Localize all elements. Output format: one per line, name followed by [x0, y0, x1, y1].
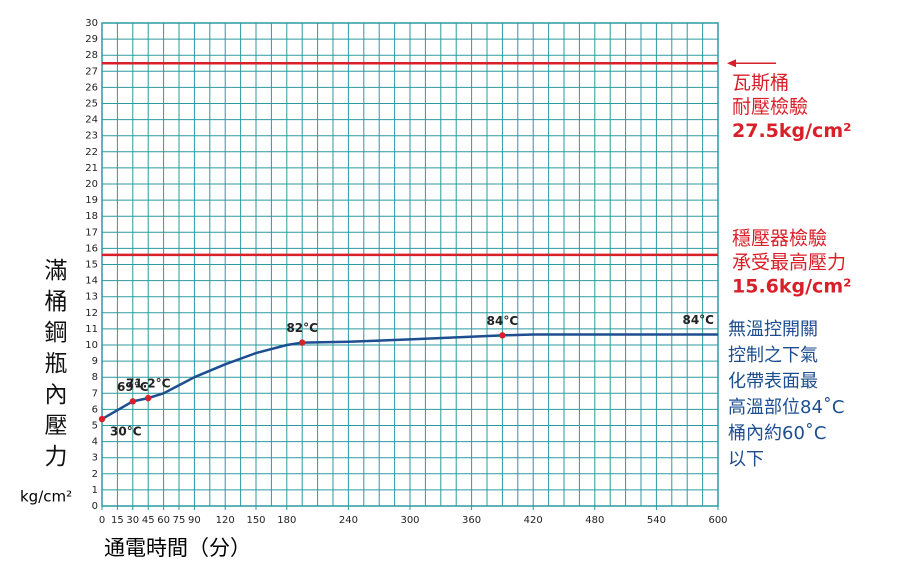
marker: [499, 332, 506, 339]
y-tick-label: 14: [85, 276, 98, 287]
marker: [129, 398, 136, 405]
x-tick-label: 75: [173, 515, 186, 526]
y-tick-label: 21: [85, 163, 98, 174]
y-tick-label: 10: [85, 340, 98, 351]
y-tick-label: 8: [92, 372, 98, 383]
y-tick-label: 29: [85, 34, 98, 45]
y-tick-label: 27: [85, 66, 98, 77]
x-tick-label: 300: [400, 515, 419, 526]
y-tick-label: 16: [85, 243, 98, 254]
y-tick-label: 3: [92, 453, 98, 464]
y-tick-label: 2: [92, 469, 98, 480]
y-tick-label: 13: [85, 292, 98, 303]
y-tick-label: 19: [85, 195, 98, 206]
point-label: 69°C: [117, 380, 149, 394]
y-tick-label: 24: [85, 115, 98, 126]
y-tick-label: 7: [92, 388, 98, 399]
y-tick-label: 30: [85, 18, 98, 29]
y-tick-label: 11: [85, 324, 98, 335]
reference-label: 27.5kg/cm²: [732, 120, 851, 142]
point-label: 30°C: [110, 425, 142, 439]
y-tick-label: 23: [85, 131, 98, 142]
y-tick-label: 26: [85, 82, 98, 93]
marker: [299, 339, 306, 346]
x-tick-label: 0: [99, 515, 105, 526]
x-tick-label: 360: [462, 515, 481, 526]
reference-label: 承受最高壓力: [732, 251, 846, 273]
point-label: 84°C: [487, 314, 519, 328]
line: [101, 333, 718, 421]
x-tick-label: 45: [142, 515, 155, 526]
marker: [145, 394, 152, 402]
x-axis-label: 通電時間（分）: [104, 536, 251, 560]
point-label: 82°C: [286, 321, 318, 335]
y-tick-label: 4: [92, 437, 98, 448]
reference-label: 穩壓器檢驗: [732, 227, 827, 249]
y-unit: kg/cm²: [20, 488, 72, 506]
x-tick-label: 150: [246, 515, 265, 526]
y-tick-label: 15: [85, 260, 98, 271]
x-tick-label: 480: [585, 515, 604, 526]
y-axis-label: 滿桶鋼瓶內壓力: [40, 258, 66, 475]
y-tick-label: 5: [92, 421, 98, 432]
x-tick-label: 90: [188, 515, 201, 526]
point-label: 71.2°C: [126, 377, 171, 391]
note: 以下: [728, 449, 764, 470]
y-tick-label: 17: [85, 227, 98, 238]
x-tick-label: 30: [126, 515, 139, 526]
y-tick-label: 1: [92, 485, 98, 496]
marker: [98, 415, 106, 423]
note: 無溫控開關: [728, 319, 818, 340]
note: 化帶表面最: [728, 371, 818, 392]
x-tick-label: 180: [277, 515, 296, 526]
x-tick-label: 15: [111, 515, 124, 526]
note: 控制之下氣: [728, 345, 818, 366]
x-tick-label: 120: [216, 515, 235, 526]
x-tick-label: 540: [647, 515, 666, 526]
arrow-head: [727, 59, 736, 68]
y-tick-label: 12: [85, 308, 98, 319]
note: 高溫部位84˚C: [728, 397, 844, 418]
x-tick-label: 240: [339, 515, 358, 526]
y-tick-label: 9: [92, 356, 98, 367]
y-tick-label: 18: [85, 211, 98, 222]
note: 桶內約60˚C: [728, 423, 826, 444]
y-tick-label: 20: [85, 179, 98, 190]
y-tick-label: 0: [92, 501, 98, 512]
reference-label: 耐壓檢驗: [732, 96, 808, 118]
y-tick-label: 6: [92, 404, 98, 415]
y-tick-label: 25: [85, 99, 98, 110]
reference-label: 瓦斯桶: [732, 72, 789, 94]
y-tick-label: 28: [85, 50, 98, 61]
x-tick-label: 420: [524, 515, 543, 526]
y-tick-label: 22: [85, 147, 98, 158]
reference-label: 15.6kg/cm²: [732, 275, 851, 297]
x-tick-label: 60: [157, 515, 170, 526]
x-tick-label: 600: [708, 515, 727, 526]
point-label: 84°C: [682, 313, 714, 327]
